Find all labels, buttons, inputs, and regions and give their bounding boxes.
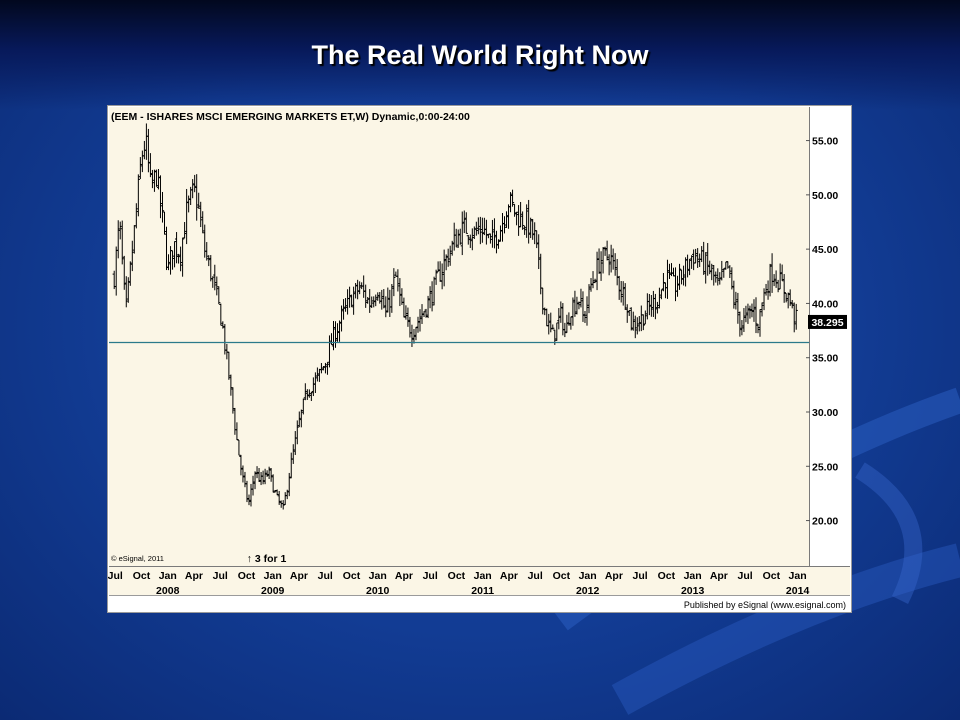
plot-area	[109, 107, 809, 566]
price-chart: (EEM - ISHARES MSCI EMERGING MARKETS ET,…	[108, 107, 850, 610]
price-tick-label: 20.00	[812, 516, 838, 528]
ohlc-bars	[112, 123, 798, 510]
last-price-label: 38.295	[811, 317, 843, 329]
month-label: Apr	[605, 570, 623, 582]
chart-frame: (EEM - ISHARES MSCI EMERGING MARKETS ET,…	[107, 105, 852, 613]
month-label: Jan	[579, 570, 597, 582]
month-label: Jan	[789, 570, 807, 582]
month-label: Jul	[213, 570, 228, 582]
month-label: Apr	[395, 570, 413, 582]
split-annotation: ↑ 3 for 1	[247, 553, 287, 565]
month-label: Jan	[369, 570, 387, 582]
month-label: Oct	[343, 570, 361, 582]
month-label: Jan	[474, 570, 492, 582]
month-label: Jan	[684, 570, 702, 582]
month-label: Oct	[658, 570, 676, 582]
slide-title: The Real World Right Now	[311, 40, 649, 70]
month-label: Oct	[133, 570, 151, 582]
month-label: Jan	[264, 570, 282, 582]
price-tick-label: 25.00	[812, 461, 838, 473]
month-label: Apr	[710, 570, 728, 582]
month-label: Jul	[528, 570, 543, 582]
year-label: 2013	[681, 585, 705, 597]
chart-title: (EEM - ISHARES MSCI EMERGING MARKETS ET,…	[111, 111, 470, 123]
published-by-label: Published by eSignal (www.esignal.com)	[684, 600, 846, 610]
month-label: Jul	[423, 570, 438, 582]
month-label: Oct	[763, 570, 781, 582]
split-label: 3 for 1	[255, 553, 287, 565]
month-label: Jul	[108, 570, 123, 582]
month-label: Oct	[238, 570, 256, 582]
month-label: Oct	[553, 570, 571, 582]
month-label: Jul	[633, 570, 648, 582]
month-label: Jul	[318, 570, 333, 582]
price-tick-label: 55.00	[812, 136, 838, 148]
year-label: 2010	[366, 585, 390, 597]
price-tick-label: 50.00	[812, 190, 838, 202]
month-label: Jan	[159, 570, 177, 582]
copyright-label: © eSignal, 2011	[111, 554, 164, 563]
price-tick-label: 40.00	[812, 298, 838, 310]
year-label: 2011	[471, 585, 494, 597]
price-axis-ticks: 55.00 50.00 45.00 40.00 35.00 30.00 25.00 20.00	[806, 136, 838, 528]
month-label: Apr	[290, 570, 308, 582]
month-label: Apr	[500, 570, 518, 582]
date-axis-labels: Jul Oct Jan Apr Jul Oct Jan Apr Jul Oct Jan Apr Jul O…	[108, 570, 809, 597]
last-price-box	[808, 314, 847, 329]
month-label: Apr	[185, 570, 203, 582]
year-label: 2012	[576, 585, 600, 597]
title-band	[0, 0, 960, 110]
last-price-marker: 38.295	[808, 314, 847, 329]
price-tick-label: 30.00	[812, 407, 838, 419]
price-axis-area	[810, 107, 850, 566]
price-tick-label: 35.00	[812, 353, 838, 365]
date-axis-area	[109, 567, 850, 595]
price-tick-label: 45.00	[812, 244, 838, 256]
split-arrow-icon: ↑	[247, 553, 252, 565]
year-label: 2014	[786, 585, 810, 597]
year-label: 2008	[156, 585, 180, 597]
month-label: Jul	[738, 570, 753, 582]
year-label: 2009	[261, 585, 285, 597]
month-label: Oct	[448, 570, 466, 582]
